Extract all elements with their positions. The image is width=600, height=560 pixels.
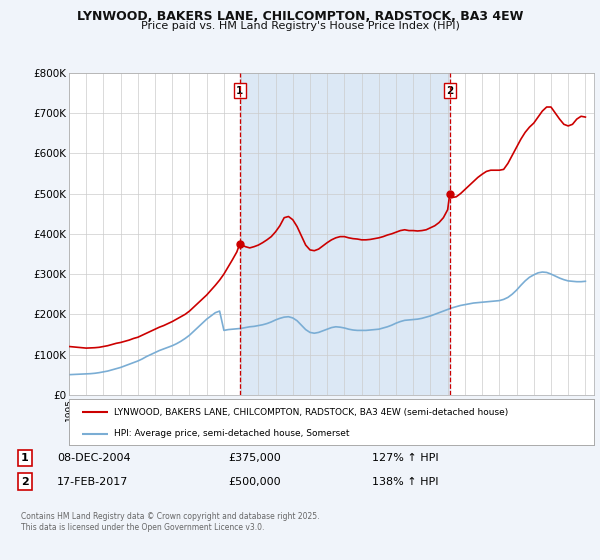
Text: 08-DEC-2004: 08-DEC-2004 <box>57 453 131 463</box>
Text: 17-FEB-2017: 17-FEB-2017 <box>57 477 128 487</box>
Text: LYNWOOD, BAKERS LANE, CHILCOMPTON, RADSTOCK, BA3 4EW: LYNWOOD, BAKERS LANE, CHILCOMPTON, RADST… <box>77 10 523 22</box>
Text: £375,000: £375,000 <box>228 453 281 463</box>
Text: 138% ↑ HPI: 138% ↑ HPI <box>372 477 439 487</box>
Text: 2: 2 <box>21 477 29 487</box>
Text: Price paid vs. HM Land Registry's House Price Index (HPI): Price paid vs. HM Land Registry's House … <box>140 21 460 31</box>
Bar <box>240 73 450 395</box>
Text: 1: 1 <box>21 453 29 463</box>
Text: LYNWOOD, BAKERS LANE, CHILCOMPTON, RADSTOCK, BA3 4EW (semi-detached house): LYNWOOD, BAKERS LANE, CHILCOMPTON, RADST… <box>113 408 508 417</box>
Text: HPI: Average price, semi-detached house, Somerset: HPI: Average price, semi-detached house,… <box>113 429 349 438</box>
Text: Contains HM Land Registry data © Crown copyright and database right 2025.
This d: Contains HM Land Registry data © Crown c… <box>21 512 320 532</box>
Text: 1: 1 <box>236 86 244 96</box>
Text: 127% ↑ HPI: 127% ↑ HPI <box>372 453 439 463</box>
Text: £500,000: £500,000 <box>228 477 281 487</box>
Text: 2: 2 <box>446 86 454 96</box>
